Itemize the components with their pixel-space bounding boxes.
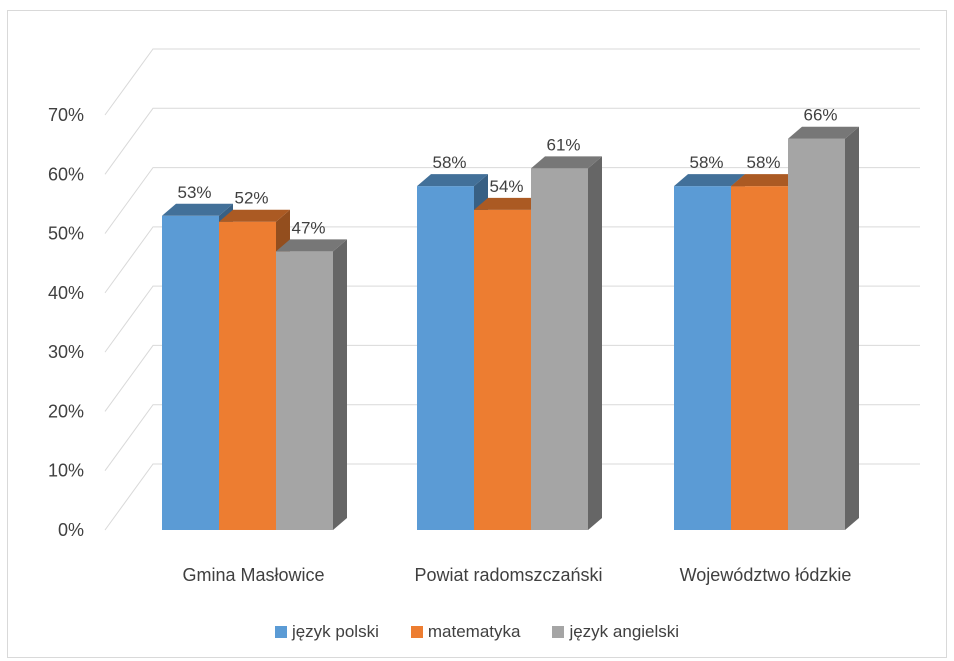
gridline-70pct — [104, 48, 920, 116]
bar-jezyk-angielski-wojewodztwo-lodzkie — [788, 138, 845, 530]
bar-jezyk-polski-wojewodztwo-lodzkie — [674, 186, 731, 530]
data-label-matematyka-wojewodztwo-lodzkie: 58% — [746, 153, 780, 172]
gridline-10pct — [104, 404, 920, 472]
y-tick-label-60pct: 60% — [48, 164, 84, 184]
legend-label-jezyk-angielski: język angielski — [569, 622, 680, 641]
y-tick-label-40pct: 40% — [48, 283, 84, 303]
bar-top-jezyk-polski-powiat-radomszczanski — [417, 174, 488, 187]
y-tick-label-20pct: 20% — [48, 401, 84, 421]
gridline-50pct — [104, 167, 920, 234]
data-label-jezyk-angielski-powiat-radomszczanski: 61% — [546, 135, 580, 154]
x-tick-label-gmina-maslowice: Gmina Masłowice — [182, 565, 324, 585]
y-tick-label-0pct: 0% — [58, 520, 84, 540]
data-label-matematyka-gmina-maslowice: 52% — [234, 189, 268, 208]
data-label-jezyk-angielski-gmina-maslowice: 47% — [291, 218, 325, 237]
bar-jezyk-angielski-powiat-radomszczanski — [531, 168, 588, 530]
legend-swatch-jezyk-polski — [274, 626, 287, 638]
y-tick-label-70pct: 70% — [48, 105, 84, 125]
y-tick-label-30pct: 30% — [48, 342, 84, 362]
data-label-matematyka-powiat-radomszczanski: 54% — [489, 177, 523, 196]
bar-jezyk-polski-gmina-maslowice — [162, 215, 219, 531]
y-tick-label-10pct: 10% — [48, 461, 84, 481]
x-tick-label-powiat-radomszczanski: Powiat radomszczański — [414, 565, 602, 585]
legend-label-matematyka: matematyka — [427, 622, 521, 641]
legend-item-matematyka: matematyka — [410, 622, 521, 642]
bar-top-jezyk-polski-gmina-maslowice — [162, 203, 233, 216]
bar-top-matematyka-gmina-maslowice — [219, 209, 290, 222]
bar-jezyk-angielski-gmina-maslowice — [276, 251, 333, 530]
legend-item-jezyk-polski: język polski — [274, 622, 379, 642]
data-label-jezyk-polski-powiat-radomszczanski: 58% — [432, 153, 466, 172]
legend: język polski matematyka język angielski — [0, 621, 954, 643]
gridline-20pct — [104, 344, 920, 412]
bar-top-jezyk-polski-wojewodztwo-lodzkie — [674, 174, 745, 187]
legend-item-jezyk-angielski: język angielski — [552, 622, 679, 642]
bar-side-jezyk-angielski-gmina-maslowice — [333, 239, 347, 530]
gridline-60pct — [104, 107, 920, 175]
data-label-jezyk-polski-wojewodztwo-lodzkie: 58% — [689, 153, 723, 172]
bar-side-jezyk-angielski-powiat-radomszczanski — [588, 156, 602, 530]
bar-top-jezyk-angielski-powiat-radomszczanski — [531, 156, 602, 169]
bar-side-jezyk-angielski-wojewodztwo-lodzkie — [845, 126, 859, 530]
gridline-40pct — [104, 226, 920, 294]
data-label-jezyk-angielski-wojewodztwo-lodzkie: 66% — [803, 106, 837, 125]
bar-top-matematyka-wojewodztwo-lodzkie — [731, 174, 802, 187]
gridline-30pct — [104, 285, 920, 353]
legend-label-jezyk-polski: język polski — [291, 622, 379, 641]
legend-swatch-matematyka — [410, 626, 423, 638]
bar-matematyka-powiat-radomszczanski — [474, 209, 531, 530]
bar-top-jezyk-angielski-gmina-maslowice — [276, 239, 347, 252]
bar-jezyk-polski-powiat-radomszczanski — [417, 186, 474, 530]
gridline-0pct — [104, 463, 920, 531]
x-tick-label-wojewodztwo-lodzkie: Województwo łódzkie — [680, 565, 852, 585]
bar-top-jezyk-angielski-wojewodztwo-lodzkie — [788, 126, 859, 139]
bar-matematyka-gmina-maslowice — [219, 221, 276, 530]
legend-swatch-jezyk-angielski — [552, 626, 565, 638]
y-tick-label-50pct: 50% — [48, 224, 84, 244]
bar-top-matematyka-powiat-radomszczanski — [474, 197, 545, 210]
bar-matematyka-wojewodztwo-lodzkie — [731, 186, 788, 530]
data-label-jezyk-polski-gmina-maslowice: 53% — [177, 183, 211, 202]
